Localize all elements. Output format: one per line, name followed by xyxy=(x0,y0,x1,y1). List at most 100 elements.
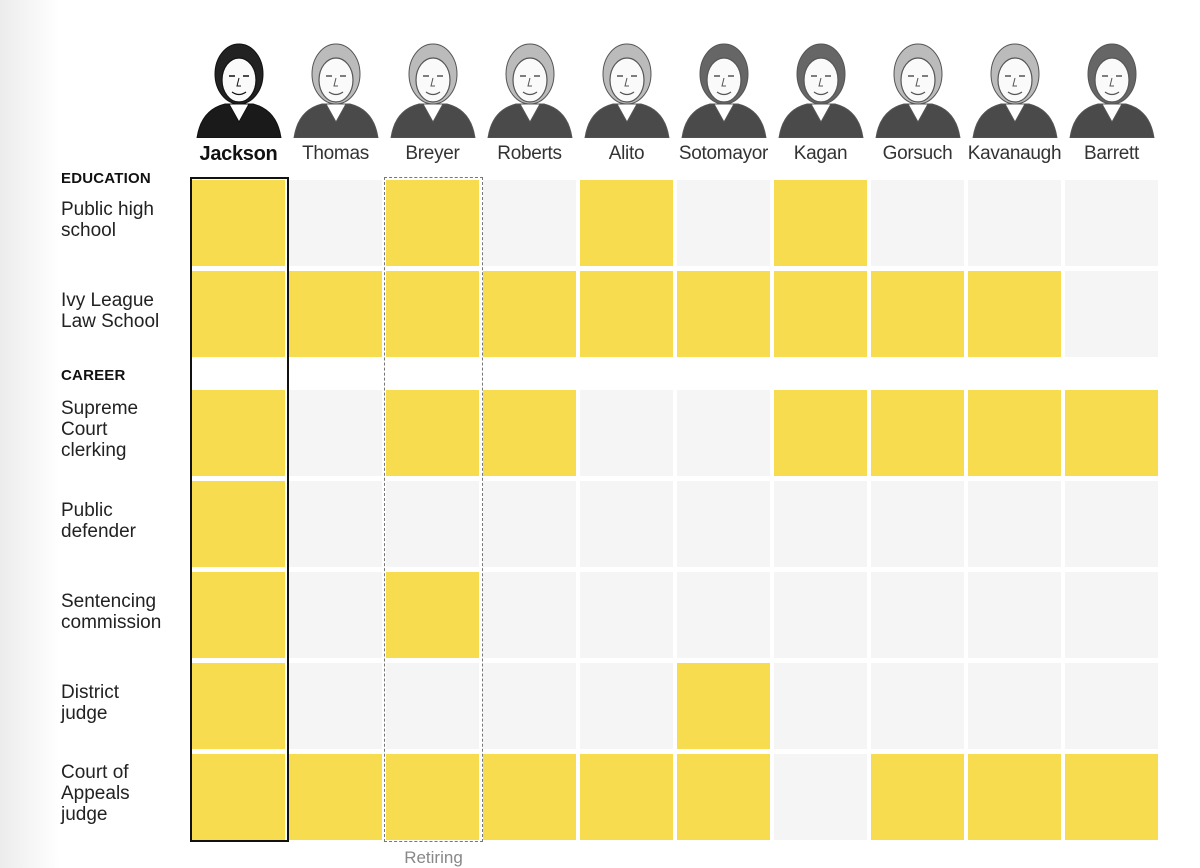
grid-cell-barrett-yes xyxy=(1065,390,1158,476)
grid-cell-sotomayor-yes xyxy=(677,754,770,840)
grid-cell-roberts-no xyxy=(483,572,576,658)
row-label: Ivy League Law School xyxy=(61,290,160,332)
grid-cell-thomas-yes xyxy=(289,754,382,840)
grid-cell-barrett-no xyxy=(1065,481,1158,567)
grid-cell-gorsuch-yes xyxy=(871,271,964,357)
grid-cell-jackson-yes xyxy=(192,754,285,840)
grid-cell-gorsuch-yes xyxy=(871,390,964,476)
grid-cell-thomas-no xyxy=(289,481,382,567)
grid-cell-roberts-no xyxy=(483,481,576,567)
justice-name-roberts: Roberts xyxy=(497,143,562,164)
alito-portrait-icon xyxy=(583,43,670,138)
kavanaugh-portrait-icon xyxy=(971,43,1058,138)
justice-name-alito: Alito xyxy=(608,143,645,164)
grid-cell-barrett-no xyxy=(1065,180,1158,266)
grid-cell-jackson-yes xyxy=(192,663,285,749)
grid-cell-alito-no xyxy=(580,572,673,658)
grid-cell-breyer-yes xyxy=(386,390,479,476)
grid-cell-gorsuch-no xyxy=(871,663,964,749)
grid-cell-kagan-no xyxy=(774,481,867,567)
grid-cell-barrett-no xyxy=(1065,572,1158,658)
grid-cell-barrett-yes xyxy=(1065,754,1158,840)
grid-cell-kagan-yes xyxy=(774,180,867,266)
roberts-portrait-icon xyxy=(486,43,573,138)
justice-name-jackson: Jackson xyxy=(199,143,278,165)
grid-cell-kavanaugh-no xyxy=(968,180,1061,266)
grid-cell-kavanaugh-yes xyxy=(968,754,1061,840)
grid-cell-gorsuch-no xyxy=(871,180,964,266)
jackson-portrait-icon xyxy=(195,43,282,138)
grid-cell-thomas-no xyxy=(289,663,382,749)
grid-cell-breyer-no xyxy=(386,663,479,749)
grid-cell-sotomayor-no xyxy=(677,481,770,567)
grid-cell-barrett-no xyxy=(1065,663,1158,749)
grid-cell-kavanaugh-yes xyxy=(968,390,1061,476)
breyer-retiring-box xyxy=(384,177,483,842)
grid-cell-kagan-no xyxy=(774,754,867,840)
breyer-portrait-icon xyxy=(389,43,476,138)
retiring-label: Retiring xyxy=(404,848,463,867)
grid-cell-kagan-yes xyxy=(774,390,867,476)
grid-cell-roberts-no xyxy=(483,663,576,749)
thomas-portrait-icon xyxy=(292,43,379,138)
grid-cell-sotomayor-no xyxy=(677,572,770,658)
justice-name-kagan: Kagan xyxy=(793,143,848,164)
grid-cell-roberts-yes xyxy=(483,754,576,840)
row-label: Supreme Court clerking xyxy=(61,398,139,461)
grid-cell-sotomayor-yes xyxy=(677,663,770,749)
grid-cell-jackson-yes xyxy=(192,481,285,567)
grid-cell-alito-yes xyxy=(580,754,673,840)
grid-cell-breyer-yes xyxy=(386,180,479,266)
grid-cell-barrett-no xyxy=(1065,271,1158,357)
justice-name-breyer: Breyer xyxy=(405,143,460,164)
grid-cell-kavanaugh-no xyxy=(968,663,1061,749)
grid-cell-alito-yes xyxy=(580,180,673,266)
section-header-education: EDUCATION xyxy=(61,170,151,187)
justice-name-barrett: Barrett xyxy=(1084,143,1139,164)
kagan-portrait-icon xyxy=(777,43,864,138)
grid-cell-jackson-yes xyxy=(192,271,285,357)
row-label: Court of Appeals judge xyxy=(61,762,130,825)
grid-cell-thomas-yes xyxy=(289,271,382,357)
grid-cell-jackson-yes xyxy=(192,180,285,266)
section-header-career: CAREER xyxy=(61,367,126,384)
grid-cell-thomas-no xyxy=(289,572,382,658)
grid-cell-thomas-no xyxy=(289,390,382,476)
grid-cell-alito-no xyxy=(580,663,673,749)
gorsuch-portrait-icon xyxy=(874,43,961,138)
grid-cell-breyer-yes xyxy=(386,572,479,658)
grid-cell-alito-yes xyxy=(580,271,673,357)
grid-cell-sotomayor-yes xyxy=(677,271,770,357)
grid-cell-kavanaugh-no xyxy=(968,481,1061,567)
grid-cell-jackson-yes xyxy=(192,572,285,658)
justice-name-gorsuch: Gorsuch xyxy=(882,143,953,164)
grid-cell-gorsuch-no xyxy=(871,481,964,567)
grid-cell-kavanaugh-yes xyxy=(968,271,1061,357)
row-label: Public high school xyxy=(61,199,154,241)
grid-cell-jackson-yes xyxy=(192,390,285,476)
grid-cell-sotomayor-no xyxy=(677,390,770,476)
grid-cell-thomas-no xyxy=(289,180,382,266)
grid-cell-kagan-no xyxy=(774,572,867,658)
grid-cell-breyer-yes xyxy=(386,754,479,840)
row-label: District judge xyxy=(61,682,120,724)
justice-name-kavanaugh: Kavanaugh xyxy=(967,143,1062,164)
row-label: Public defender xyxy=(61,500,137,542)
grid-cell-gorsuch-no xyxy=(871,572,964,658)
grid-cell-roberts-yes xyxy=(483,390,576,476)
grid-cell-roberts-yes xyxy=(483,271,576,357)
grid-cell-kagan-yes xyxy=(774,271,867,357)
jackson-highlight-box xyxy=(190,177,289,842)
grid-cell-gorsuch-yes xyxy=(871,754,964,840)
grid-cell-breyer-yes xyxy=(386,271,479,357)
barrett-portrait-icon xyxy=(1068,43,1155,138)
sotomayor-portrait-icon xyxy=(680,43,767,138)
grid-cell-kagan-no xyxy=(774,663,867,749)
grid-cell-sotomayor-no xyxy=(677,180,770,266)
grid-cell-breyer-no xyxy=(386,481,479,567)
grid-cell-alito-no xyxy=(580,481,673,567)
grid-cell-kavanaugh-no xyxy=(968,572,1061,658)
grid-cell-alito-no xyxy=(580,390,673,476)
row-label: Sentencing commission xyxy=(61,591,162,633)
